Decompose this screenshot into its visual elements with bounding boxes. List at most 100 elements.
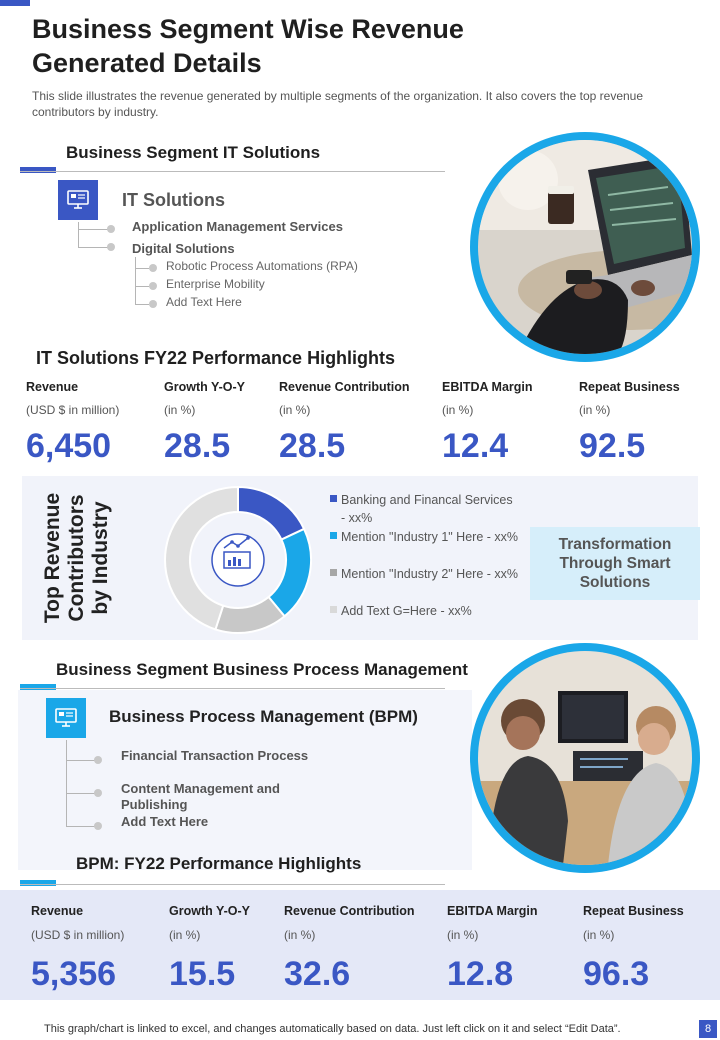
tree-bullet [94, 789, 102, 797]
tree-connector [135, 257, 136, 305]
page-number: 8 [699, 1020, 717, 1038]
top-accent-bar [0, 0, 30, 6]
section-divider [20, 884, 445, 885]
bpm-metrics-panel [0, 890, 720, 1000]
it-growth-value: 28.5 [164, 427, 231, 465]
revenue-donut-chart [164, 486, 312, 634]
page-title: Business Segment Wise Revenue Generated … [32, 14, 464, 78]
tree-connector [135, 268, 149, 269]
tree-connector [66, 826, 96, 827]
it-metric-label: EBITDA Margin [442, 380, 533, 394]
bpm-ebitda-value: 12.8 [447, 955, 514, 993]
bpm-metric-label: EBITDA Margin [447, 904, 538, 918]
legend-swatch [330, 532, 337, 539]
contributors-title-line: Contributors [65, 494, 89, 622]
bpm-metric-unit: (in %) [169, 928, 201, 942]
legend-item: Add Text G=Here - xx% [330, 602, 520, 622]
laptop-photo [470, 132, 700, 362]
it-item-digital-solutions: Digital Solutions [132, 241, 235, 256]
it-metric-label: Revenue [26, 380, 79, 394]
it-contribution-value: 28.5 [279, 427, 346, 465]
donut-slice [237, 486, 306, 541]
bpm-metric-unit: (USD $ in million) [31, 928, 125, 942]
bpm-contribution-value: 32.6 [284, 955, 351, 993]
tree-bullet [94, 756, 102, 764]
team-photo [470, 643, 700, 873]
bpm-metric-label: Revenue [31, 904, 84, 918]
it-metric-unit: (USD $ in million) [26, 403, 120, 417]
legend-label: Add Text G=Here - xx% [341, 604, 472, 618]
tree-connector [135, 286, 149, 287]
it-section-heading: Business Segment IT Solutions [66, 143, 321, 162]
it-perf-heading: IT Solutions FY22 Performance Highlights [36, 348, 396, 368]
it-sub-add-text: Add Text Here [166, 295, 242, 309]
bpm-item-add-text: Add Text Here [121, 814, 209, 829]
tree-bullet [149, 282, 157, 290]
tree-bullet [107, 225, 115, 233]
section-divider [20, 171, 445, 172]
section-accent-bar [20, 684, 56, 690]
tree-connector [135, 304, 149, 305]
it-metric-unit: (in %) [164, 403, 196, 417]
it-repeat-value: 92.5 [579, 427, 646, 465]
it-item-application-management: Application Management Services [132, 219, 343, 234]
it-metric-label: Repeat Business [579, 380, 680, 394]
donut-slice [214, 595, 286, 634]
it-sub-enterprise-mobility: Enterprise Mobility [166, 277, 265, 291]
tree-connector [78, 229, 110, 230]
it-ebitda-value: 12.4 [442, 427, 509, 465]
tree-bullet [149, 300, 157, 308]
bpm-perf-heading: BPM: FY22 Performance Highlights [76, 854, 362, 873]
donut-slice [164, 486, 239, 631]
legend-swatch [330, 495, 337, 502]
monitor-icon [46, 698, 86, 738]
bpm-metric-unit: (in %) [284, 928, 316, 942]
tree-bullet [107, 243, 115, 251]
legend-label: Mention "Industry 2" Here - xx% [341, 567, 518, 581]
monitor-icon [58, 180, 98, 220]
bpm-metric-unit: (in %) [447, 928, 479, 942]
tree-bullet [94, 822, 102, 830]
it-metric-unit: (in %) [279, 403, 311, 417]
legend-item: Banking and Financal Services - xx% [330, 491, 520, 528]
bpm-title: Business Process Management (BPM) [109, 707, 418, 726]
bpm-metric-label: Growth Y-O-Y [169, 904, 251, 918]
tree-connector [66, 760, 96, 761]
bpm-section-heading: Business Segment Business Process Manage… [56, 660, 468, 679]
it-solutions-title: IT Solutions [122, 190, 225, 210]
it-metric-label: Growth Y-O-Y [164, 380, 246, 394]
bpm-metric-label: Revenue Contribution [284, 904, 415, 918]
footer-note: This graph/chart is linked to excel, and… [44, 1023, 621, 1035]
tree-connector [78, 247, 110, 248]
legend-label: Mention "Industry 1" Here - xx% [341, 530, 518, 544]
contributors-title-line: by Industry [89, 501, 113, 615]
transformation-callout: Transformation Through Smart Solutions [530, 527, 700, 600]
section-divider [20, 688, 445, 689]
chart-growth-icon [223, 536, 251, 569]
tree-bullet [149, 264, 157, 272]
it-revenue-value: 6,450 [26, 427, 112, 465]
bpm-metric-label: Repeat Business [583, 904, 684, 918]
bpm-repeat-value: 96.3 [583, 955, 650, 993]
it-sub-rpa: Robotic Process Automations (RPA) [166, 259, 358, 273]
tree-connector [66, 793, 96, 794]
bpm-item-financial-transaction: Financial Transaction Process [121, 748, 309, 763]
legend-item: Mention "Industry 2" Here - xx% [330, 565, 520, 602]
legend-swatch [330, 606, 337, 613]
section-accent-bar [20, 167, 56, 173]
bpm-panel [18, 690, 472, 870]
tree-connector [78, 222, 79, 248]
legend-swatch [330, 569, 337, 576]
page-subtitle: This slide illustrates the revenue gener… [32, 89, 644, 119]
legend-label: Banking and Financal Services - xx% [341, 493, 513, 525]
it-metric-unit: (in %) [442, 403, 474, 417]
contributors-title-line: Top Revenue [41, 492, 65, 624]
bpm-revenue-value: 5,356 [31, 955, 117, 993]
bpm-growth-value: 15.5 [169, 955, 236, 993]
tree-connector [66, 740, 67, 827]
it-metric-unit: (in %) [579, 403, 611, 417]
bpm-item-content-management: Content Management and Publishing [121, 781, 280, 812]
bpm-metric-unit: (in %) [583, 928, 615, 942]
section-accent-bar [20, 880, 56, 886]
legend-item: Mention "Industry 1" Here - xx% [330, 528, 520, 565]
